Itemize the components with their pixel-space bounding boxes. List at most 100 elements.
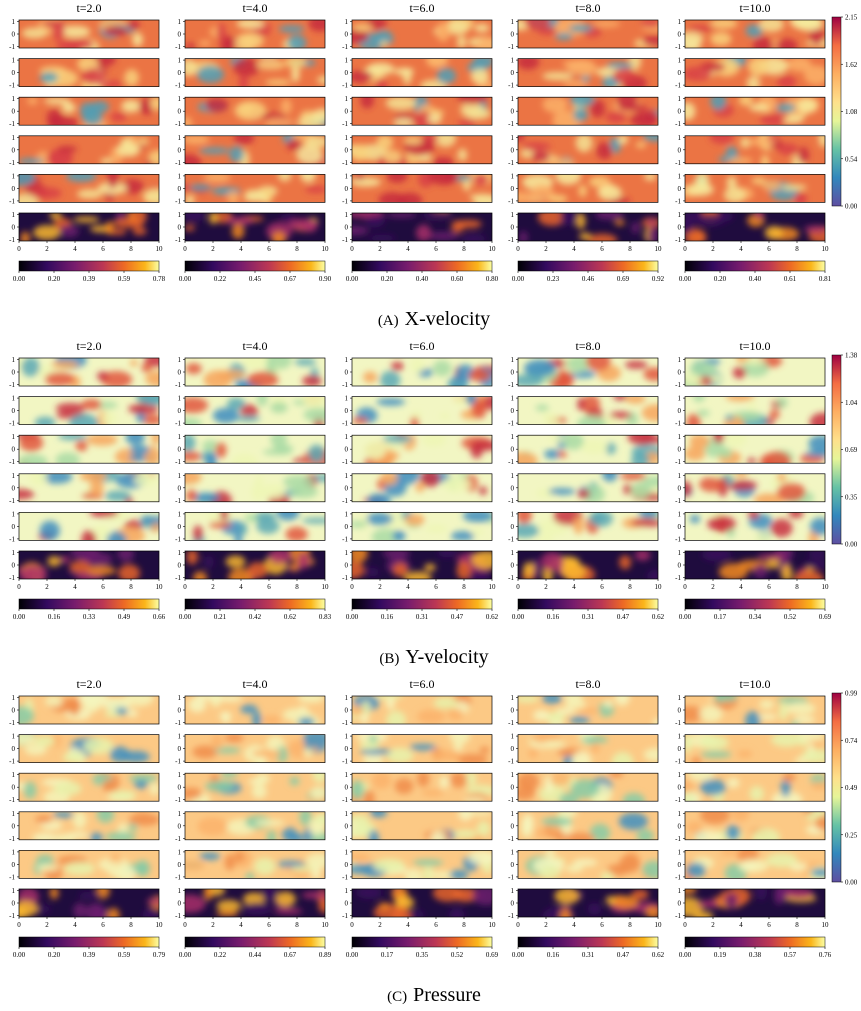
y-tick-label: 0 (178, 822, 182, 830)
blob (290, 865, 315, 872)
blob (352, 864, 371, 875)
y-tick-label: 1 (12, 395, 16, 403)
blob (778, 701, 788, 721)
blob (780, 779, 791, 797)
x-tick-label: 0 (516, 583, 520, 591)
y-tick-label: 1 (511, 134, 515, 142)
blob (746, 138, 776, 146)
colorbar-tick-label: 0.69 (617, 275, 630, 283)
blob (365, 567, 380, 577)
y-tick-label: -1 (508, 458, 514, 466)
colorbar-tick-label: 0.16 (48, 613, 61, 621)
heatmap-blobs (185, 850, 325, 879)
y-tick-label: -1 (675, 574, 681, 582)
heatmap-blobs (685, 734, 825, 763)
heatmap (19, 734, 159, 763)
heatmap-blobs (352, 551, 492, 579)
heatmap (685, 734, 825, 763)
y-tick-label: 0 (178, 446, 182, 454)
x-tick-label: 2 (45, 245, 49, 253)
x-tick-label: 2 (711, 921, 715, 929)
y-tick-label: 0 (678, 861, 682, 869)
heatmap (185, 396, 325, 425)
y-tick-label: 0 (678, 822, 682, 830)
blob (49, 889, 59, 900)
y-tick-label: 0 (678, 900, 682, 908)
x-tick-label: 0 (350, 583, 354, 591)
blob (581, 735, 609, 744)
x-tick-label: 10 (822, 245, 830, 253)
blob (530, 184, 555, 203)
colorbar-tick-label: 0.20 (714, 275, 727, 283)
blob (732, 366, 747, 379)
y-tick-label: -1 (508, 574, 514, 582)
blob (220, 773, 238, 778)
blob (740, 137, 751, 148)
blob (215, 442, 227, 458)
heatmap-blobs (528, 734, 658, 763)
heatmap (19, 97, 159, 126)
y-tick-label: 0 (345, 369, 349, 377)
time-label: t=6.0 (409, 1, 434, 15)
blob (196, 65, 225, 84)
blob (132, 227, 147, 236)
blob (631, 221, 640, 234)
blob (125, 709, 138, 718)
blob (375, 78, 388, 87)
blob (518, 696, 540, 703)
heatmap (352, 135, 492, 164)
colorbar-tick-label: 0.45 (249, 275, 262, 283)
blob (700, 811, 730, 825)
x-tick-label: 8 (462, 245, 466, 253)
x-tick-label: 6 (434, 245, 438, 253)
blob (317, 75, 325, 85)
heatmap (19, 473, 159, 502)
caption-label: (C) (387, 989, 407, 1005)
heatmap-blobs (185, 358, 322, 386)
blob (355, 889, 383, 899)
y-tick-label: 0 (678, 446, 682, 454)
heatmap (352, 551, 492, 579)
blob (185, 417, 203, 425)
blob (712, 435, 725, 444)
colorbar-tick-label: 0.89 (319, 951, 332, 959)
colorbar-tick-label: 0.62 (486, 613, 499, 621)
blob (297, 696, 325, 703)
time-label: t=8.0 (575, 339, 600, 353)
blob (242, 358, 268, 370)
blob (727, 156, 753, 164)
colorbar-tick-label: 0.00 (679, 613, 692, 621)
heatmap-blobs (685, 358, 783, 386)
heatmap-blobs (185, 213, 319, 241)
heatmap-blobs (185, 473, 325, 502)
heatmap (19, 20, 159, 48)
blob (352, 70, 373, 83)
blob (107, 174, 119, 188)
blob (518, 191, 536, 203)
colorbar-tick-label: 0.52 (451, 951, 464, 959)
y-tick-label: 1 (511, 887, 515, 895)
blob (466, 785, 492, 796)
blob (776, 482, 806, 502)
blob (587, 233, 618, 241)
y-tick-label: 0 (178, 31, 182, 39)
y-tick-label: 1 (12, 733, 16, 741)
blob (590, 742, 600, 754)
blob (726, 777, 740, 788)
y-tick-label: -1 (508, 381, 514, 389)
y-tick-label: 1 (511, 18, 515, 26)
y-tick-label: -1 (508, 873, 514, 881)
blob (685, 780, 695, 796)
blob (199, 147, 230, 155)
blob (804, 450, 825, 457)
caption: (B) Y-velocity (379, 646, 488, 668)
y-tick-label: -1 (508, 82, 514, 90)
blob (234, 532, 243, 541)
blob (631, 518, 658, 528)
heatmap (352, 773, 492, 802)
blob (278, 25, 305, 33)
blob (77, 58, 99, 72)
colorbar-tick-label: 0.90 (319, 275, 332, 283)
y-tick-label: 1 (178, 356, 182, 364)
x-tick-label: 8 (129, 583, 133, 591)
